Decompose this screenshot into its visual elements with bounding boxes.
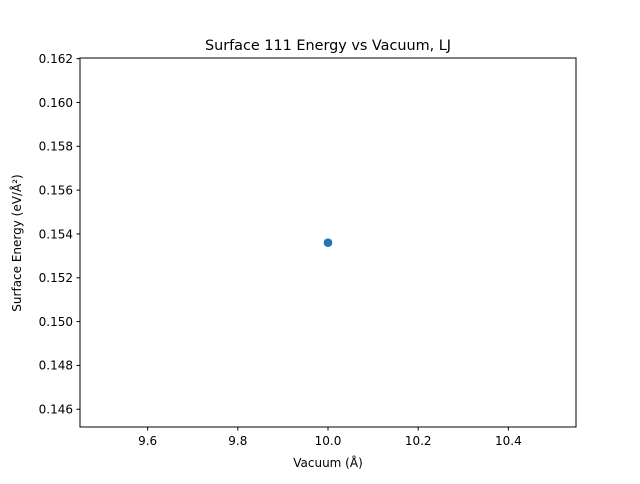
y-axis-ticks: 0.146 0.148 0.150 0.152 0.154 0.156 0.158 0.160… <box>39 52 80 417</box>
data-points <box>323 238 333 248</box>
y-tick-label: 0.146 <box>39 403 73 417</box>
y-tick-label: 0.148 <box>39 359 73 373</box>
plot-area-frame <box>79 57 577 428</box>
chart-title: Surface 111 Energy vs Vacuum, LJ <box>205 38 451 54</box>
y-tick-label: 0.162 <box>39 52 73 66</box>
x-tick-label: 10.4 <box>495 434 522 448</box>
y-tick-label: 0.150 <box>39 315 73 329</box>
y-tick-label: 0.158 <box>39 140 73 154</box>
y-tick-label: 0.152 <box>39 271 73 285</box>
x-tick-label: 9.8 <box>228 434 247 448</box>
x-axis-label: Vacuum (Å) <box>293 455 363 470</box>
x-axis-ticks: 9.6 9.8 10.0 10.2 10.4 <box>138 427 522 448</box>
x-tick-label: 10.0 <box>315 434 342 448</box>
data-point <box>323 238 333 248</box>
x-tick-label: 10.2 <box>405 434 432 448</box>
y-tick-label: 0.160 <box>39 96 73 110</box>
y-axis-label: Surface Energy (eV/Å²) <box>9 174 24 311</box>
y-tick-label: 0.156 <box>39 183 73 197</box>
y-tick-label: 0.154 <box>39 227 73 241</box>
x-tick-label: 9.6 <box>138 434 157 448</box>
